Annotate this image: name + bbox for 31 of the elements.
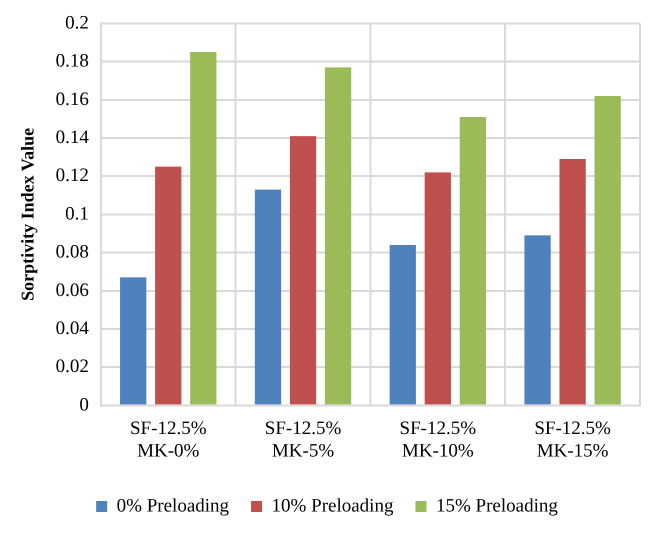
bar [559,159,586,404]
bar [324,67,352,404]
y-tick-label: 0.2 [65,12,89,34]
x-tick-label: SF-12.5% MK-0% [130,418,207,462]
bar [460,116,486,404]
bar [524,235,551,404]
bar [424,172,451,404]
y-tick-label: 0.14 [56,126,90,148]
bar [594,96,621,404]
bar [155,166,182,404]
bar [120,277,146,404]
y-tick-label: 0.1 [65,203,89,224]
legend-label: 10% Preloading [272,495,394,516]
bar [190,52,216,404]
y-tick-label: 0 [79,394,89,416]
bar [290,136,316,404]
x-tick-label: SF-12.5% MK-10% [400,418,476,462]
y-tick-label: 0.16 [56,88,89,110]
legend-label: 0% Preloading [116,495,230,516]
x-tick-label: SF-12.5% MK-15% [534,418,612,462]
x-tick-label: SF-12.5% MK-5% [264,418,342,462]
y-tick-label: 0.08 [56,242,89,263]
y-tick-label: 0.06 [56,280,89,301]
y-tick-label: 0.02 [56,356,89,378]
bar [254,190,282,404]
legend-label: 15% Preloading [436,495,558,516]
bar [390,244,416,404]
y-tick-label: 0.12 [56,165,89,186]
y-tick-label: 0.18 [56,50,89,72]
y-tick-label: 0.04 [56,318,90,339]
y-axis-title: Sorptivity Index Value [17,128,38,301]
